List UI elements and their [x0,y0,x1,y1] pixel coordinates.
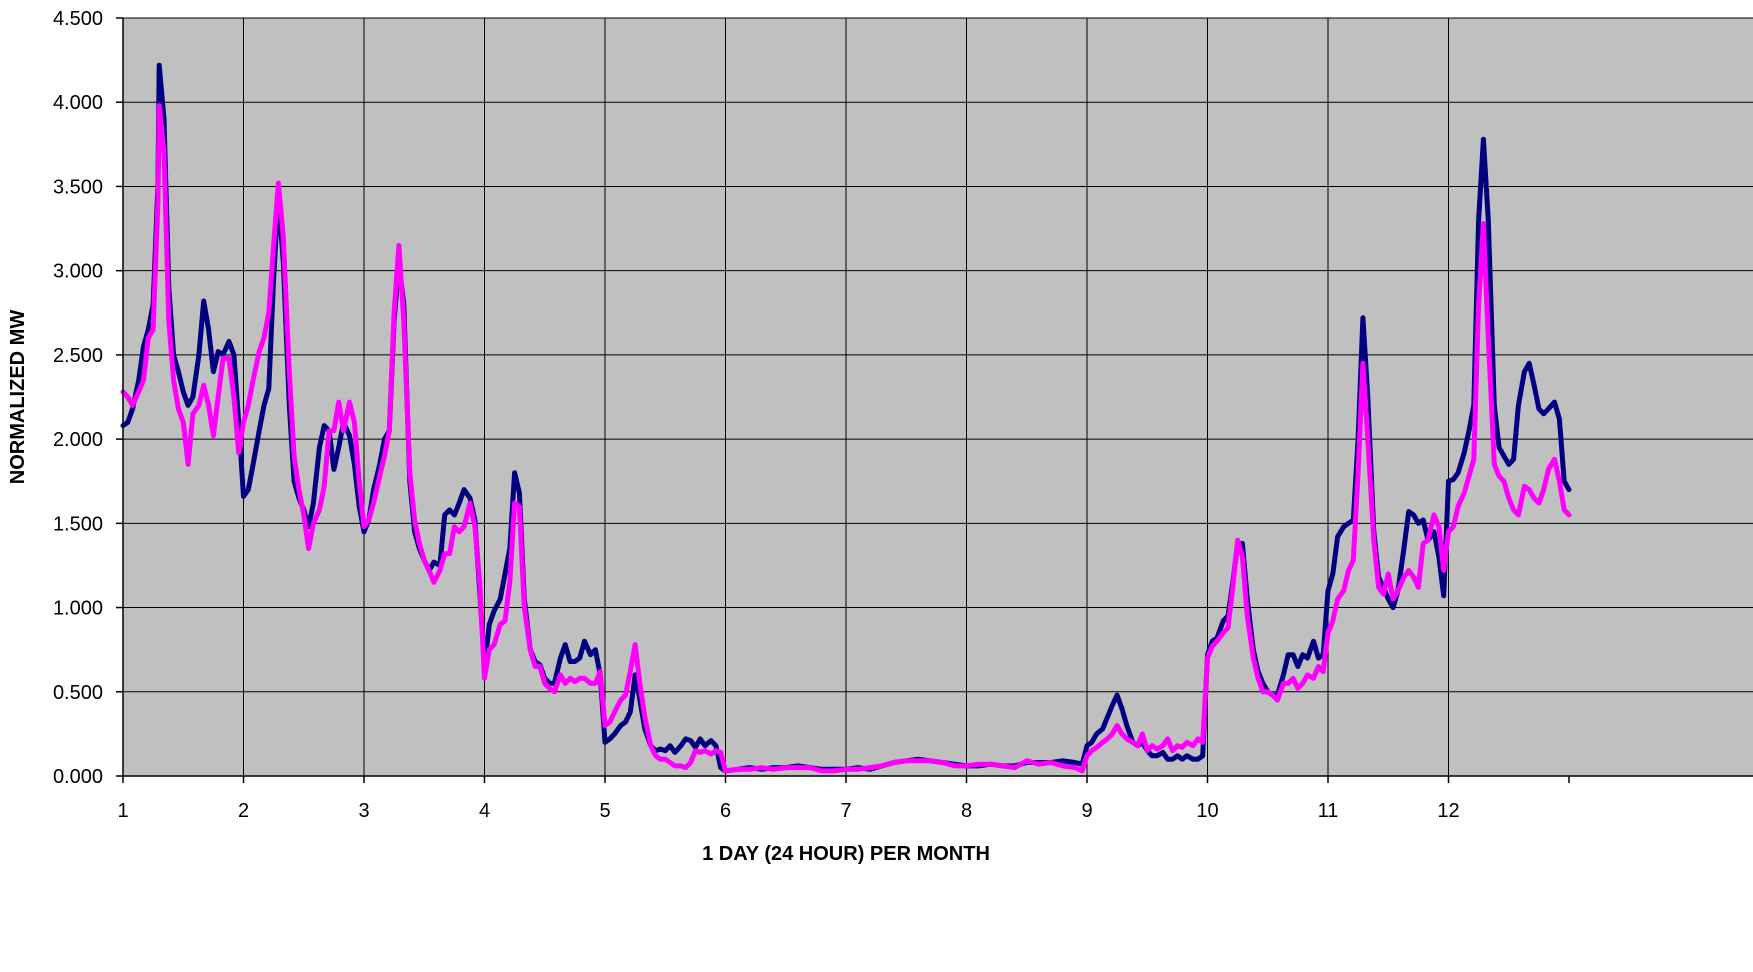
y-tick-labels: 0.000 0.500 1.000 1.500 2.000 2.500 3.000 3.500… [53,8,123,788]
x-tick-label: 8 [961,800,972,822]
x-tick-label: 4 [479,800,490,822]
y-axis-title: NORMALIZED MW [7,310,29,485]
x-tick-label: 11 [1318,800,1339,822]
y-tick-label: 0.500 [53,682,103,704]
x-axis-title: 1 DAY (24 HOUR) PER MONTH [702,843,990,865]
series-layer [120,62,1572,774]
y-tick-label: 3.000 [53,261,103,283]
x-tick-label: 9 [1081,800,1092,822]
series-line-2 [120,103,1572,774]
x-tick-label: 10 [1196,800,1218,822]
y-tick-label: 2.500 [53,345,103,367]
plot-area [123,18,1753,776]
y-tick-label: 4.000 [53,92,103,114]
x-tick-labels: 1 2 3 4 5 6 7 8 9 10 11 12 [117,776,1570,822]
y-tick-label: 0.000 [53,766,103,788]
x-tick-label: 5 [599,800,610,822]
y-tick-label: 4.500 [53,8,103,30]
x-tick-label: 7 [840,800,851,822]
x-tick-label: 12 [1437,800,1459,822]
y-tick-label: 2.000 [53,429,103,451]
axes [122,18,1753,777]
y-tick-label: 1.500 [53,513,103,535]
x-tick-label: 6 [720,800,731,822]
y-tick-label: 1.000 [53,598,103,620]
x-tick-label: 3 [358,800,369,822]
x-tick-label: 1 [117,800,128,822]
y-tick-label: 3.500 [53,176,103,198]
x-tick-label: 2 [238,800,249,822]
